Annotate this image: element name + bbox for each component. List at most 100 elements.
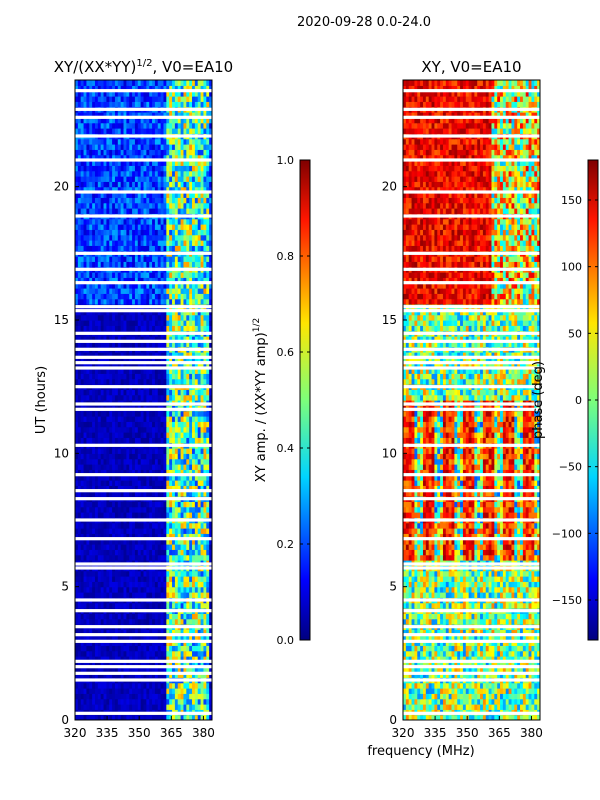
amp-cell — [97, 506, 102, 513]
amp-cell — [180, 192, 185, 198]
amp-cell — [143, 245, 147, 252]
amp-cell — [203, 421, 207, 428]
amp-cell — [120, 437, 125, 444]
amp-cell — [169, 224, 173, 230]
amp-cell — [174, 314, 179, 321]
amp-cell — [177, 645, 182, 652]
amp-cell — [109, 576, 113, 582]
amp-cell — [114, 272, 119, 278]
amp-cell — [106, 613, 110, 620]
amp-cell — [206, 640, 210, 646]
amp-cell — [126, 490, 130, 497]
amp-cell — [197, 682, 202, 689]
amp-cell — [152, 325, 156, 332]
amp-cell — [146, 256, 150, 262]
amp-cell — [75, 176, 79, 182]
amp-cell — [169, 288, 173, 294]
amp-cell — [194, 261, 199, 268]
amp-cell — [129, 170, 133, 177]
amp-cell — [166, 325, 170, 332]
amp-cell — [106, 570, 110, 577]
amp-cell — [177, 218, 182, 225]
amp-cell — [186, 298, 190, 305]
amp-cell — [75, 688, 79, 694]
amp-cell — [177, 181, 182, 188]
amp-cell — [203, 192, 207, 198]
amp-cell — [203, 170, 207, 177]
amp-cell — [100, 325, 105, 332]
amp-cell — [117, 581, 122, 588]
amp-cell — [86, 277, 90, 284]
amp-cell — [83, 458, 88, 465]
amp-cell — [186, 645, 190, 652]
amp-cell — [152, 234, 156, 241]
amp-cell — [140, 341, 145, 348]
amp-cell — [174, 192, 179, 198]
amp-cell — [154, 533, 159, 540]
amp-cell — [149, 288, 153, 294]
amp-cell — [154, 272, 159, 278]
amp-cell — [174, 661, 179, 668]
amp-cell — [192, 245, 196, 252]
amp-cell — [166, 533, 170, 540]
amp-cell — [103, 480, 107, 486]
amp-cell — [100, 202, 105, 209]
amp-cell — [83, 176, 88, 182]
amp-cell — [203, 656, 207, 662]
amp-cell — [197, 581, 202, 588]
amp-cell — [209, 613, 212, 620]
amp-cell — [174, 410, 179, 417]
amp-cell — [134, 634, 139, 641]
amp-cell — [189, 464, 193, 470]
amp-cell — [146, 432, 150, 438]
amp-cell — [117, 256, 122, 262]
amp-cell — [149, 320, 153, 326]
amp-cell — [94, 506, 99, 513]
amp-cell — [177, 448, 182, 454]
amp-cell — [189, 693, 193, 700]
amp-cell — [146, 176, 150, 182]
amp-cell — [189, 389, 193, 396]
amp-cell — [134, 176, 139, 182]
amp-cell — [129, 581, 133, 588]
amp-cell — [206, 181, 210, 188]
amp-cell — [132, 426, 136, 433]
amp-cell — [163, 437, 167, 444]
amp-cell — [143, 618, 147, 625]
amp-cell — [83, 240, 88, 246]
amp-cell — [183, 570, 187, 577]
amp-cell — [146, 218, 150, 225]
amp-cell — [152, 448, 156, 454]
amp-cell — [132, 389, 136, 396]
amp-cell — [129, 501, 133, 508]
amp-cell — [146, 490, 150, 497]
amp-cell — [206, 378, 210, 385]
amp-cell — [180, 650, 185, 657]
amp-cell — [186, 538, 190, 545]
amp-cell — [200, 261, 205, 268]
amp-cell — [75, 448, 79, 454]
amp-cell — [100, 426, 105, 433]
amp-cell — [163, 272, 167, 278]
amp-cell — [97, 650, 102, 657]
amp-cell — [172, 448, 176, 454]
amp-cell — [206, 208, 210, 214]
amp-cell — [186, 549, 190, 556]
amp-cell — [134, 416, 139, 422]
amp-cell — [143, 693, 147, 700]
amp-cell — [129, 549, 133, 556]
amp-cell — [109, 325, 113, 332]
amp-cell — [186, 368, 190, 374]
amp-cell — [172, 613, 176, 620]
amp-cell — [140, 485, 145, 492]
amp-cell — [194, 421, 199, 428]
amp-cell — [114, 672, 119, 678]
amp-cell — [197, 256, 202, 262]
amp-cell — [106, 410, 110, 417]
amp-cell — [200, 240, 205, 246]
amp-cell — [209, 656, 212, 662]
amp-cell — [180, 357, 185, 364]
amp-cell — [172, 176, 176, 182]
amp-cell — [103, 464, 107, 470]
amp-cell — [77, 533, 82, 540]
